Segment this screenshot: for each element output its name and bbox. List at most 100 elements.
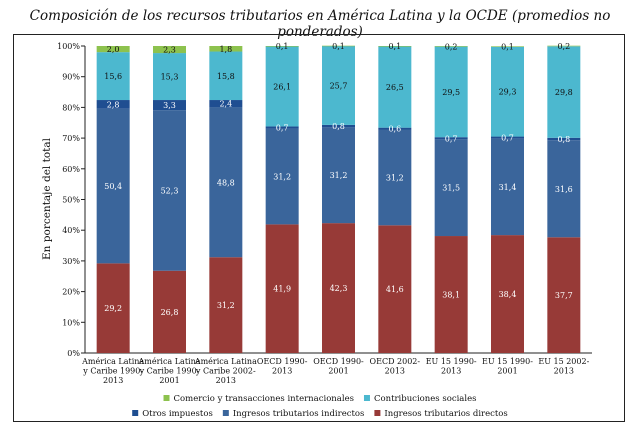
bar-segment — [491, 46, 524, 47]
y-tick-label: 30% — [62, 257, 80, 266]
bar-segment — [434, 236, 468, 353]
y-tick-label: 0% — [67, 349, 80, 358]
bar-segment — [547, 237, 581, 353]
y-tick-label: 90% — [62, 73, 80, 82]
data-label: 0,8 — [557, 135, 570, 144]
bar-segment — [209, 100, 243, 108]
legend-swatch — [363, 395, 370, 401]
bar-segment — [491, 46, 524, 137]
x-tick-label: América Latina y Caribe 1990-2001 — [137, 357, 200, 385]
data-label: 0,7 — [276, 124, 289, 133]
x-tick-label: OECD 2002-2013 — [370, 357, 421, 376]
x-tick-label: EU 15 1990-2013 — [426, 357, 477, 376]
data-label: 38,4 — [499, 290, 517, 299]
bar-segment — [378, 225, 412, 353]
bar-segment — [491, 138, 524, 236]
bar-segment — [322, 46, 355, 125]
data-label: 31,2 — [217, 301, 235, 310]
data-label: 2,4 — [219, 100, 232, 109]
bar-segment — [378, 46, 412, 47]
y-tick-label: 20% — [62, 288, 80, 297]
data-label: 0,1 — [276, 42, 289, 51]
bar-segment — [322, 124, 355, 128]
y-tick-label: 50% — [62, 196, 80, 205]
bar-segment — [434, 139, 468, 237]
data-label: 26,1 — [273, 82, 291, 91]
x-tick-label: EU 15 1990-2001 — [482, 357, 533, 376]
bar-segment — [265, 126, 299, 129]
legend-swatch — [132, 410, 139, 416]
y-tick-label: 60% — [62, 165, 80, 174]
y-tick-label: 10% — [62, 318, 80, 327]
data-label: 25,7 — [330, 81, 348, 90]
bar-segment — [378, 129, 412, 226]
data-label: 29,8 — [555, 88, 573, 97]
bar-segment — [96, 46, 130, 53]
data-label: 41,6 — [386, 285, 404, 294]
bar-segment — [209, 107, 243, 258]
chart-title: Composición de los recursos tributarios … — [29, 8, 611, 40]
bar-segment — [547, 140, 581, 238]
bar-segment — [378, 127, 412, 130]
legend-swatch — [163, 395, 170, 401]
data-label: 52,3 — [161, 186, 179, 195]
bar-segment — [547, 45, 581, 47]
y-axis-title: En porcentaje del total — [41, 137, 53, 260]
data-label: 38,1 — [442, 291, 460, 300]
bar-segment — [153, 46, 186, 54]
data-label: 0,8 — [332, 122, 345, 131]
bar-segment — [378, 46, 412, 128]
data-label: 15,6 — [104, 72, 122, 81]
y-tick-label: 70% — [62, 134, 80, 143]
bar-segment — [96, 52, 130, 101]
x-tick-label: América Latina y Caribe 1990-2013 — [81, 357, 144, 385]
data-label: 29,2 — [104, 304, 122, 313]
bar-segment — [96, 263, 130, 353]
legend-label: Comercio y transacciones internacionales — [174, 394, 354, 404]
data-label: 0,6 — [388, 125, 401, 134]
data-label: 31,6 — [555, 185, 573, 194]
data-label: 31,4 — [499, 183, 517, 192]
bar-segment — [265, 128, 299, 225]
legend-label: Contribuciones sociales — [374, 394, 477, 404]
bar-segment — [96, 108, 130, 264]
legend-label: Ingresos tributarios indirectos — [233, 409, 365, 419]
data-label: 26,5 — [386, 83, 404, 92]
x-tick-label: América Latina y Caribe 2002-2013 — [194, 357, 257, 385]
bar-segment — [153, 100, 186, 111]
legend-swatch — [222, 410, 229, 416]
x-tick-label: OECD 1990-2001 — [313, 357, 364, 376]
data-label: 15,3 — [161, 73, 179, 82]
x-tick-label: OECD 1990-2013 — [257, 357, 308, 376]
legend-swatch — [374, 410, 381, 416]
bar-segment — [491, 136, 524, 139]
bar-segment — [322, 127, 355, 224]
legend-label: Ingresos tributarios directos — [384, 409, 507, 419]
data-label: 50,4 — [104, 182, 122, 191]
y-tick-label: 40% — [62, 226, 80, 235]
bar-segment — [209, 257, 243, 353]
data-label: 48,8 — [217, 178, 235, 187]
y-tick-label: 80% — [62, 103, 80, 112]
data-label: 0,2 — [445, 42, 458, 51]
data-label: 42,3 — [330, 284, 348, 293]
data-label: 2,3 — [163, 46, 176, 55]
data-label: 2,0 — [107, 45, 120, 54]
data-label: 31,5 — [442, 184, 460, 193]
data-label: 0,2 — [557, 42, 570, 51]
bar-segment — [265, 46, 299, 127]
data-label: 0,1 — [501, 42, 514, 51]
bar-segment — [434, 46, 468, 47]
bar-segment — [153, 53, 186, 101]
bar-segment — [209, 46, 243, 52]
bar-segment — [153, 110, 186, 271]
legend-label: Otros impuestos — [142, 409, 213, 419]
data-label: 37,7 — [555, 291, 573, 300]
data-label: 3,3 — [163, 101, 176, 110]
bar-segment — [265, 46, 299, 47]
bar-segment — [322, 223, 355, 353]
data-label: 29,3 — [499, 88, 517, 97]
data-label: 29,5 — [442, 88, 460, 97]
